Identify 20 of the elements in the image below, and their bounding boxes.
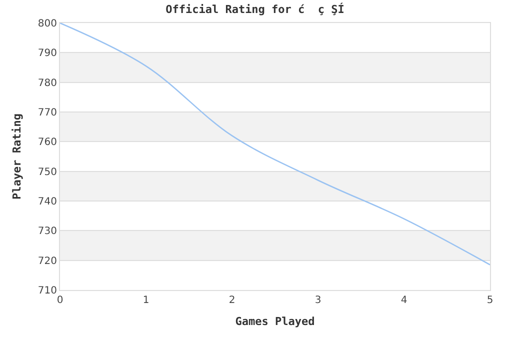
y-tick-label: 760 [38,137,57,148]
x-tick-label: 2 [228,295,236,306]
y-tick-label: 750 [38,166,57,178]
x-tick-label: 1 [142,295,150,306]
y-tick-label: 790 [38,48,57,60]
y-tick-label: 740 [38,196,57,208]
x-tick-label: 3 [314,295,322,306]
x-tick-label: 5 [486,295,494,306]
chart-title: Official Rating for ć ç ŞÍ [166,2,344,16]
y-tick-label: 800 [38,18,57,30]
y-axis-title: Player Rating [10,113,24,200]
y-tick-label: 780 [38,78,57,89]
y-tick-label: 720 [38,256,57,267]
y-tick-label: 770 [38,108,57,118]
line-series [60,23,490,266]
x-tick-label: 4 [400,295,408,306]
y-tick-label: 730 [38,226,57,238]
x-tick-label: 0 [56,295,64,306]
y-tick-label: 710 [38,286,57,296]
x-axis-title: Games Played [235,315,315,328]
